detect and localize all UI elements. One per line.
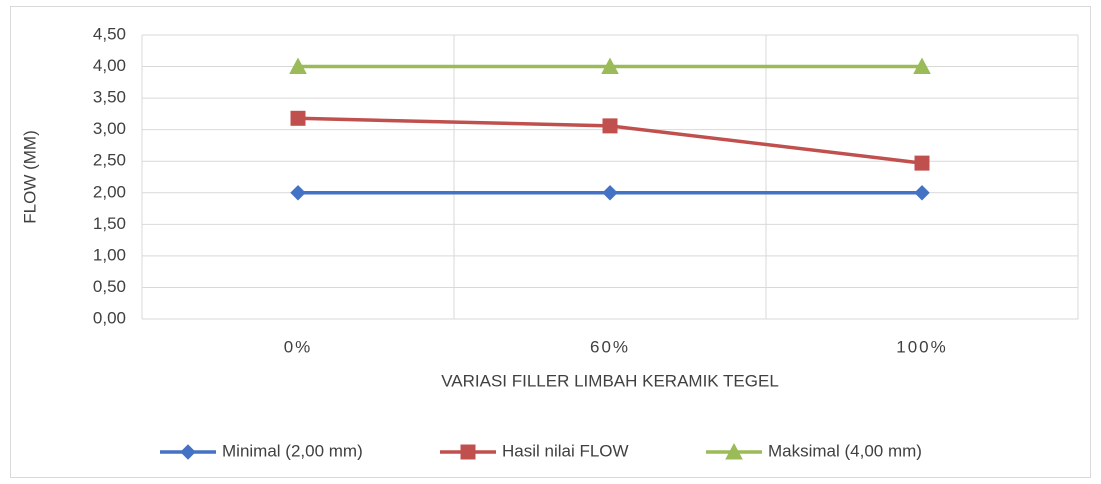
legend-label: Minimal (2,00 mm) xyxy=(222,441,363,460)
y-tick-label: 3,00 xyxy=(93,119,126,138)
data-point xyxy=(914,185,930,201)
x-axis-label: VARIASI FILLER LIMBAH KERAMIK TEGEL xyxy=(441,371,779,390)
y-tick-label: 4,00 xyxy=(93,56,126,75)
y-axis-label: FLOW (MM) xyxy=(20,130,39,223)
y-tick-label: 1,50 xyxy=(93,214,126,233)
legend-label: Hasil nilai FLOW xyxy=(502,441,629,460)
data-point xyxy=(913,57,931,75)
data-point xyxy=(601,57,619,75)
data-point xyxy=(290,185,306,201)
legend-label: Maksimal (4,00 mm) xyxy=(768,441,922,460)
y-tick-label: 4,50 xyxy=(93,24,126,43)
data-point xyxy=(914,155,930,171)
data-point xyxy=(602,185,618,201)
data-point xyxy=(290,110,306,126)
data-point xyxy=(602,118,618,134)
legend-marker xyxy=(180,444,196,460)
x-tick-label: 60% xyxy=(590,337,630,356)
y-tick-label: 2,00 xyxy=(93,182,126,201)
legend-marker xyxy=(725,442,743,460)
y-tick-label: 1,00 xyxy=(93,245,126,264)
data-point xyxy=(289,57,307,75)
y-tick-label: 0,00 xyxy=(93,308,126,327)
x-tick-label: 100% xyxy=(896,337,947,356)
chart-frame xyxy=(10,6,1091,478)
legend-marker xyxy=(460,444,476,460)
y-tick-label: 3,50 xyxy=(93,88,126,107)
x-tick-label: 0% xyxy=(284,337,313,356)
y-tick-label: 0,50 xyxy=(93,277,126,296)
y-tick-label: 2,50 xyxy=(93,151,126,170)
